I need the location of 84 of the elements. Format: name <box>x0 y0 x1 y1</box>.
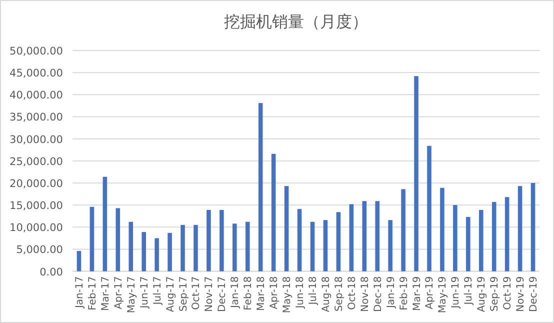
bar <box>258 103 263 272</box>
y-tick-label: 20,000.00 <box>10 178 63 190</box>
x-tick-label: Dec-18 <box>372 276 384 312</box>
x-tick-label: Jul-17 <box>152 276 164 306</box>
bar <box>388 220 392 272</box>
bar <box>440 188 444 272</box>
x-tick-label: Jun-19 <box>450 276 462 310</box>
bar <box>232 224 237 272</box>
bar <box>90 206 94 272</box>
x-tick-label: Jan-18 <box>230 276 242 310</box>
x-tick-label: Sep-17 <box>178 276 190 312</box>
bar <box>427 146 432 272</box>
bar <box>206 210 211 272</box>
x-tick-label: Jan-17 <box>74 276 86 310</box>
x-tick-label: Jul-18 <box>308 276 319 306</box>
x-tick-label: Apr-18 <box>269 276 280 310</box>
x-tick-label: Sep-18 <box>334 276 345 312</box>
x-tick-label: Jan-19 <box>386 276 397 310</box>
bar <box>194 224 198 272</box>
chart-title: 挖掘机销量（月度） <box>224 12 368 31</box>
x-tick-label: Dec-19 <box>528 276 540 312</box>
bar <box>297 209 302 272</box>
bar <box>154 238 159 272</box>
x-tick-label: May-17 <box>126 276 138 314</box>
bar <box>220 210 224 272</box>
bar <box>128 222 134 272</box>
y-tick-label: 25,000.00 <box>10 156 63 168</box>
x-tick-label: Feb-18 <box>243 276 254 310</box>
bar <box>142 232 146 272</box>
x-tick-label: Mar-19 <box>412 276 423 311</box>
x-tick-label: May-19 <box>438 276 449 314</box>
y-tick-label: 50,000.00 <box>10 46 63 58</box>
bar <box>245 222 250 272</box>
x-tick-label: Nov-18 <box>360 276 371 312</box>
bar <box>310 222 315 272</box>
x-tick-label: Dec-17 <box>217 276 228 312</box>
x-tick-label: Oct-18 <box>346 276 358 310</box>
y-tick-label: 5,000.00 <box>16 244 63 256</box>
x-tick-label: Mar-17 <box>100 276 112 311</box>
bar <box>414 76 418 272</box>
bar <box>492 202 496 272</box>
x-tick-label: Apr-19 <box>424 276 436 310</box>
bar <box>284 186 289 272</box>
bar <box>349 204 354 272</box>
x-tick-label: Nov-19 <box>516 276 527 312</box>
bar <box>518 186 522 272</box>
bar <box>362 201 367 272</box>
bar <box>323 220 328 272</box>
x-tick-label: Aug-18 <box>320 276 332 312</box>
y-tick-label: 30,000.00 <box>10 134 63 146</box>
bar <box>530 182 536 272</box>
y-tick-label: 15,000.00 <box>10 200 63 212</box>
bar <box>466 216 470 272</box>
x-tick-label: Feb-17 <box>87 276 98 310</box>
x-tick-label: Mar-18 <box>256 276 268 311</box>
y-tick-label: 10,000.00 <box>10 222 63 234</box>
bar <box>116 208 120 272</box>
x-tick-label: Oct-17 <box>191 276 202 310</box>
x-tick-label: Jul-19 <box>464 276 475 306</box>
x-tick-label: May-18 <box>282 276 294 314</box>
y-tick-label: 40,000.00 <box>10 90 63 102</box>
x-tick-label: Aug-17 <box>165 276 176 312</box>
bar <box>168 232 172 272</box>
y-tick-label: 0.00 <box>40 266 63 278</box>
y-tick-label: 45,000.00 <box>10 68 63 80</box>
x-tick-label: Sep-19 <box>490 276 501 312</box>
x-tick-label: Jun-17 <box>139 276 150 310</box>
x-tick-label: Oct-19 <box>502 276 514 310</box>
x-tick-label: Feb-19 <box>398 276 410 310</box>
bar <box>102 176 108 272</box>
bar <box>504 197 510 272</box>
bar <box>375 201 380 272</box>
x-tick-label: Aug-19 <box>476 276 488 312</box>
bar <box>453 205 458 272</box>
x-tick-label: Nov-17 <box>204 276 216 312</box>
bar <box>401 189 406 272</box>
y-tick-label: 35,000.00 <box>10 112 63 124</box>
x-tick-label: Jun-18 <box>295 276 306 310</box>
bar <box>76 250 82 272</box>
bar <box>180 224 185 272</box>
x-tick-label: Apr-17 <box>113 276 124 310</box>
bar <box>336 212 341 272</box>
bar <box>271 154 276 272</box>
bar <box>478 210 484 272</box>
